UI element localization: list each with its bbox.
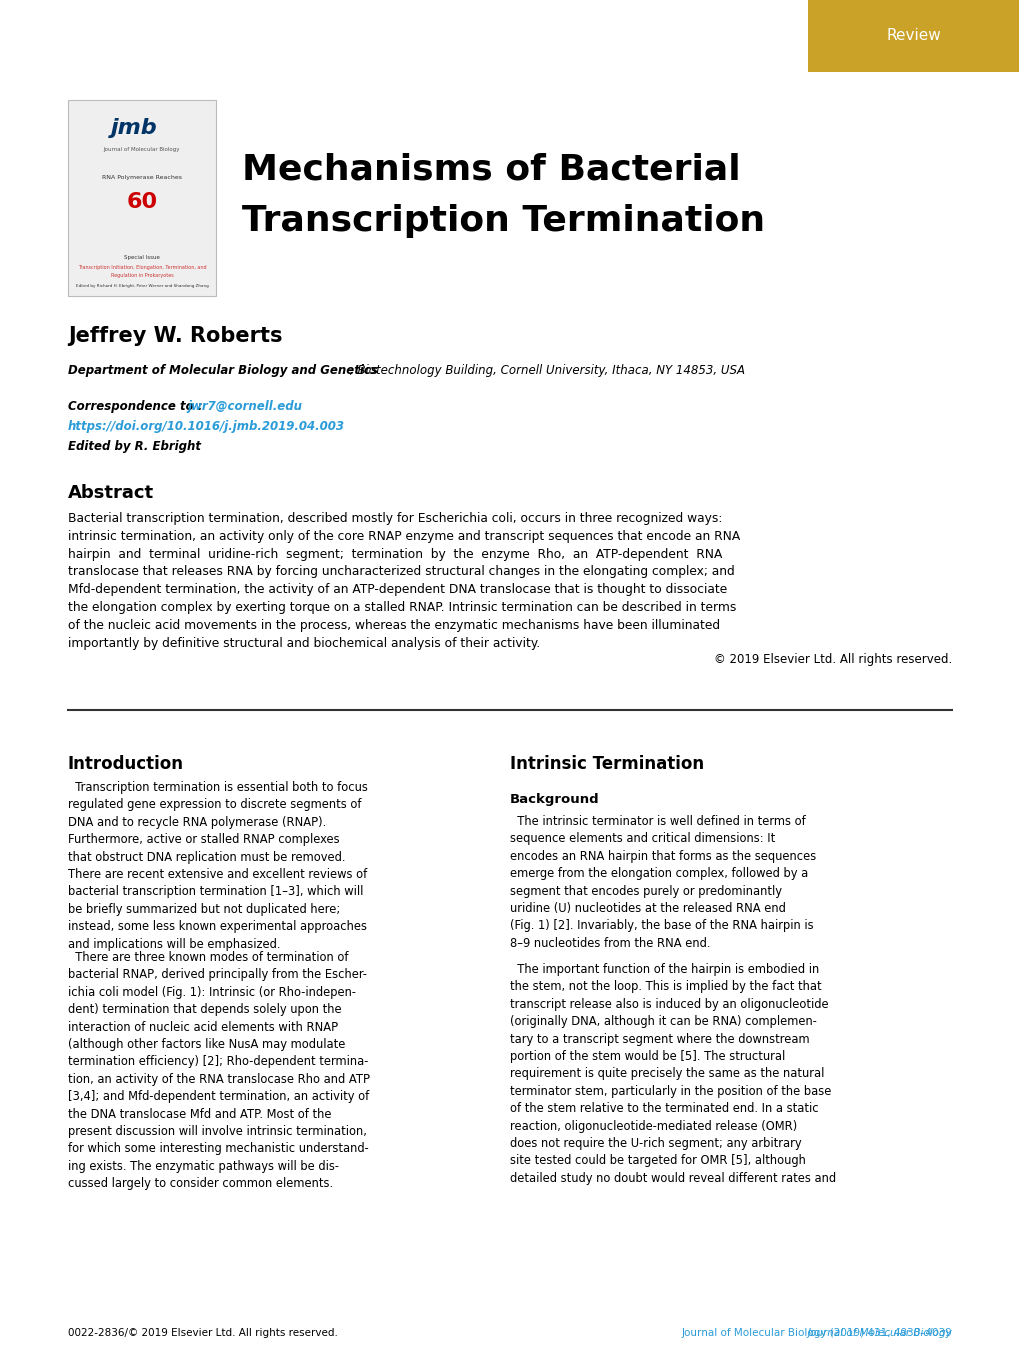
Text: Edited by R. Ebright: Edited by R. Ebright — [68, 440, 201, 453]
Text: 0022-2836/© 2019 Elsevier Ltd. All rights reserved.: 0022-2836/© 2019 Elsevier Ltd. All right… — [68, 1328, 337, 1339]
Text: The important function of the hairpin is embodied in
the stem, not the loop. Thi: The important function of the hairpin is… — [510, 964, 836, 1185]
Bar — [807, 0, 1019, 72]
Text: jmb: jmb — [111, 118, 158, 139]
Text: Journal of Molecular Biology: Journal of Molecular Biology — [104, 148, 180, 152]
Text: Transcription termination is essential both to focus
regulated gene expression t: Transcription termination is essential b… — [68, 781, 368, 950]
Text: RNA Polymerase Reaches: RNA Polymerase Reaches — [102, 175, 181, 181]
Text: Regulation in Prokaryotes: Regulation in Prokaryotes — [110, 273, 173, 279]
Text: Background: Background — [510, 794, 599, 806]
Text: jwr7@cornell.edu: jwr7@cornell.edu — [187, 400, 303, 413]
Text: Review: Review — [886, 29, 941, 43]
Bar — [68, 101, 216, 296]
Text: Mechanisms of Bacterial: Mechanisms of Bacterial — [242, 152, 740, 186]
Text: https://doi.org/10.1016/j.jmb.2019.04.003: https://doi.org/10.1016/j.jmb.2019.04.00… — [68, 420, 344, 434]
Text: Transcription Termination: Transcription Termination — [242, 204, 764, 238]
Text: Abstract: Abstract — [68, 484, 154, 501]
Text: Introduction: Introduction — [68, 756, 183, 773]
Text: Bacterial transcription termination, described mostly for Escherichia coli, occu: Bacterial transcription termination, des… — [68, 512, 740, 650]
Text: Journal of Molecular Biology: Journal of Molecular Biology — [806, 1328, 951, 1339]
Text: , Biotechnology Building, Cornell University, Ithaca, NY 14853, USA: , Biotechnology Building, Cornell Univer… — [350, 364, 744, 376]
Text: 60: 60 — [126, 192, 157, 212]
Text: Jeffrey W. Roberts: Jeffrey W. Roberts — [68, 326, 282, 347]
Text: © 2019 Elsevier Ltd. All rights reserved.: © 2019 Elsevier Ltd. All rights reserved… — [713, 652, 951, 666]
Text: Journal of Molecular Biology (2019) 431, 4030–4039: Journal of Molecular Biology (2019) 431,… — [681, 1328, 951, 1339]
Text: Intrinsic Termination: Intrinsic Termination — [510, 756, 703, 773]
Text: The intrinsic terminator is well defined in terms of
sequence elements and criti: The intrinsic terminator is well defined… — [510, 815, 815, 950]
Text: Transcription Initiation, Elongation, Termination, and: Transcription Initiation, Elongation, Te… — [77, 265, 206, 270]
Text: Correspondence to :: Correspondence to : — [68, 400, 207, 413]
Text: There are three known modes of termination of
bacterial RNAP, derived principall: There are three known modes of terminati… — [68, 951, 370, 1190]
Text: Edited by Richard H. Ebright, Peter Werner and Shandong Zhang: Edited by Richard H. Ebright, Peter Wern… — [75, 284, 208, 288]
Text: Special Issue: Special Issue — [124, 255, 160, 261]
Text: Department of Molecular Biology and Genetics: Department of Molecular Biology and Gene… — [68, 364, 377, 376]
